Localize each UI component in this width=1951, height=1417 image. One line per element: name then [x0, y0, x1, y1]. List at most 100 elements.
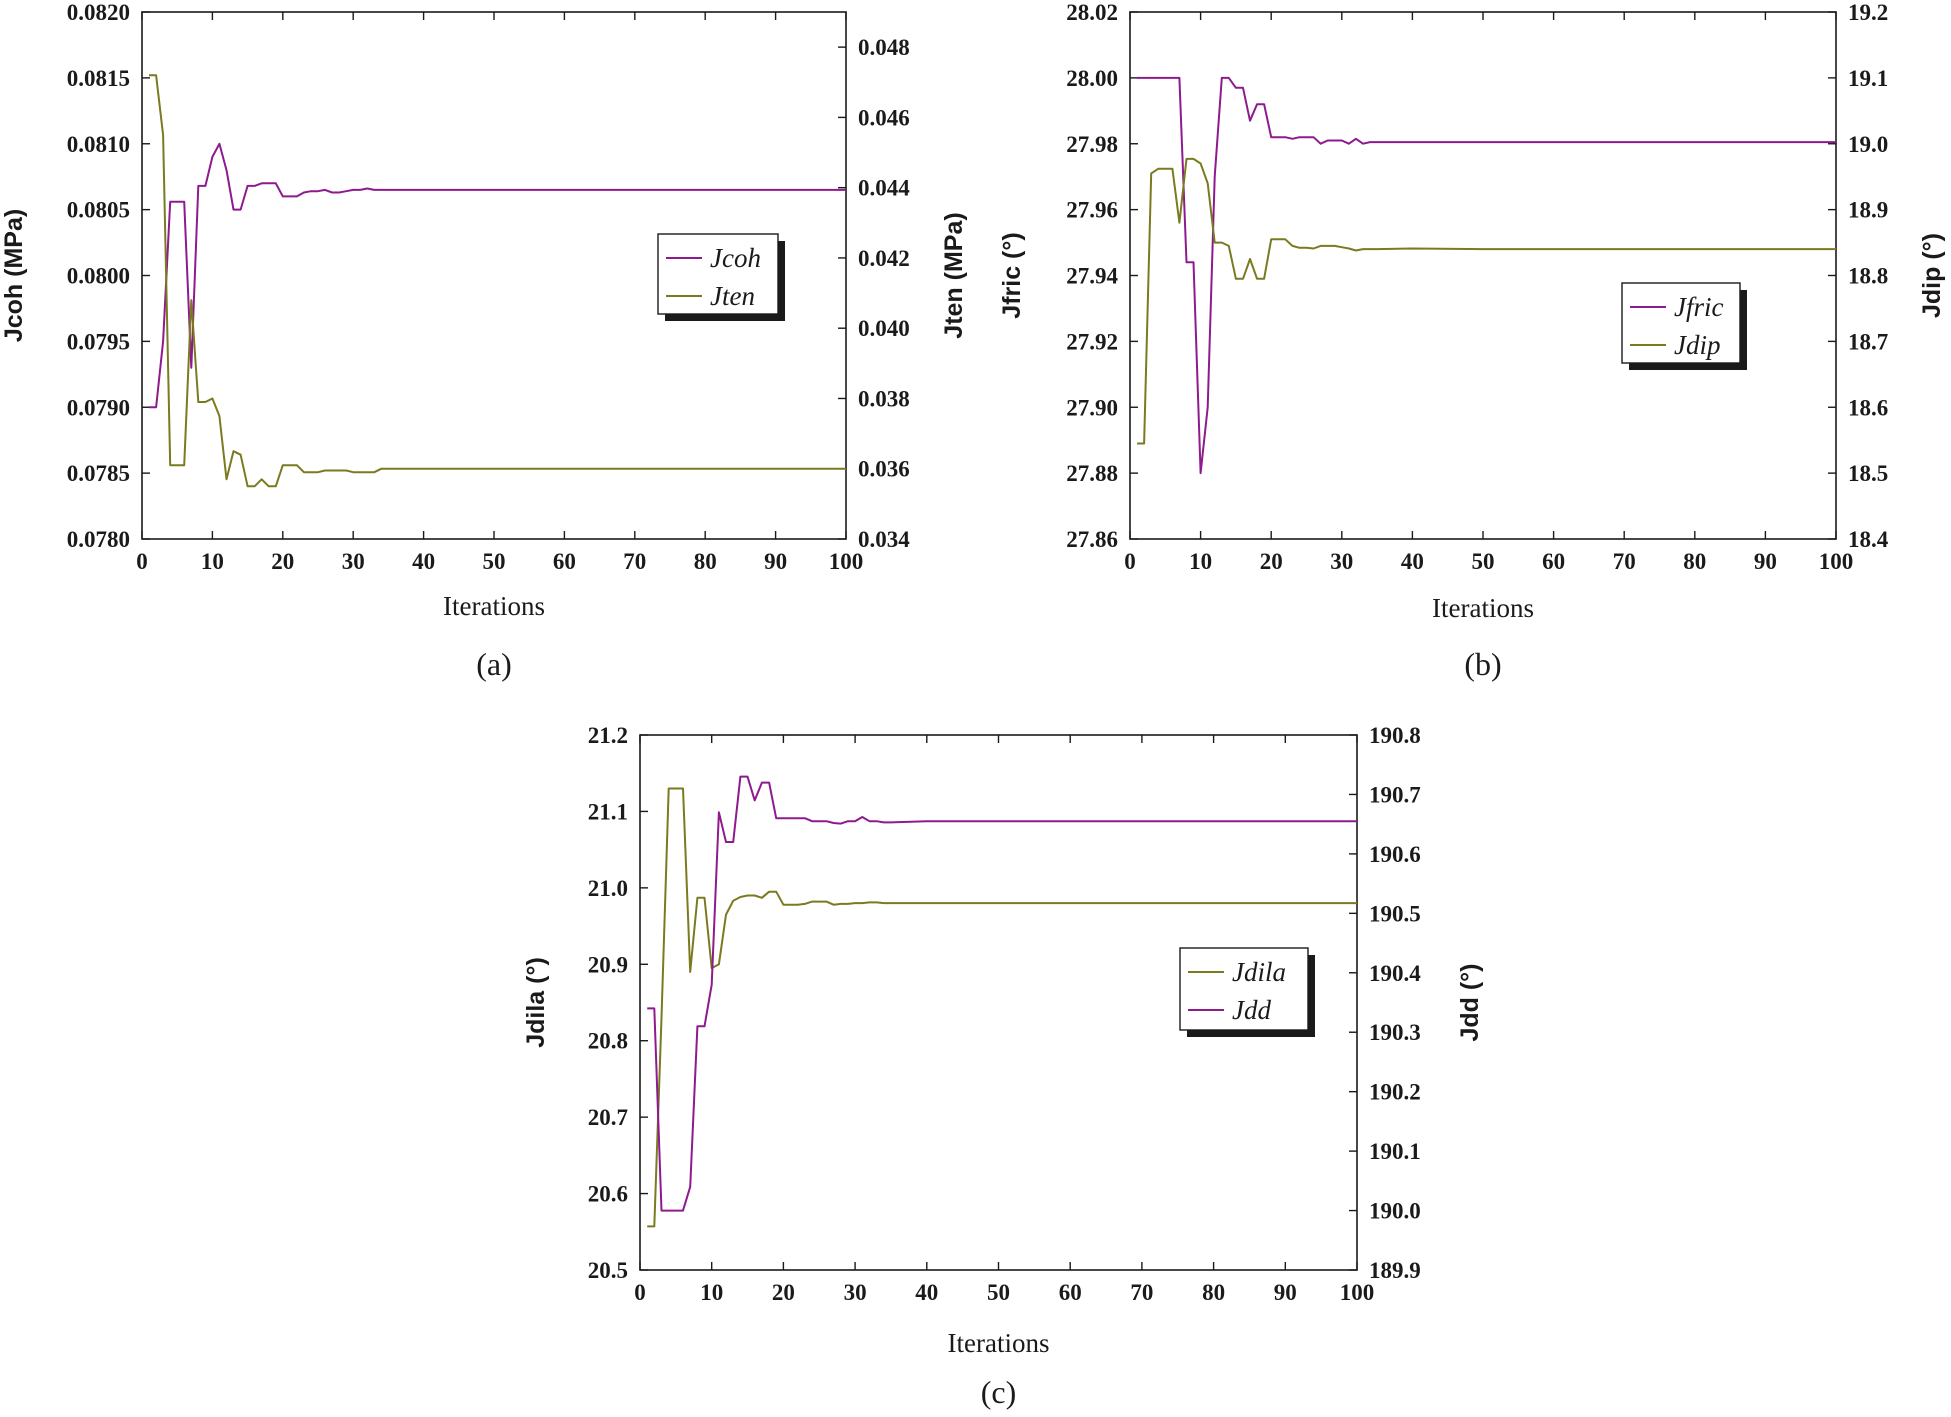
panel-label: (b): [1464, 646, 1501, 682]
y-right-tick-label: 18.9: [1848, 198, 1888, 223]
x-tick-label: 50: [987, 1280, 1010, 1305]
y-right-tick-label: 0.042: [858, 246, 910, 271]
legend-label-jdip: Jdip: [1674, 330, 1721, 360]
legend: Jfric Jdip: [1621, 282, 1747, 370]
y-right-axis-title: Jten (MPa): [940, 212, 968, 338]
y-left-axis-title: Jcoh (MPa): [0, 209, 28, 342]
x-tick-label: 90: [1274, 1280, 1297, 1305]
y-right-tick-label: 18.4: [1848, 527, 1889, 552]
x-tick-label: 50: [1472, 549, 1495, 574]
x-tick-label: 80: [694, 549, 717, 574]
x-tick-label: 60: [1059, 1280, 1082, 1305]
panel-label: (c): [981, 1374, 1017, 1410]
legend-label-jten: Jten: [710, 281, 755, 311]
x-tick-label: 20: [271, 549, 294, 574]
panel-label: (a): [476, 646, 512, 682]
legend: Jcoh Jten: [657, 233, 785, 321]
x-tick-label: 10: [700, 1280, 723, 1305]
x-tick-label: 20: [1260, 549, 1283, 574]
y-left-tick-label: 27.98: [1066, 132, 1118, 157]
x-tick-label: 60: [1542, 549, 1565, 574]
y-right-tick-label: 190.6: [1369, 842, 1421, 867]
y-right-tick-label: 190.4: [1369, 961, 1421, 986]
y-left-tick-label: 0.0820: [67, 0, 130, 25]
y-right-tick-label: 189.9: [1369, 1258, 1421, 1283]
series-line-jdip: [1137, 157, 1836, 445]
x-tick-label: 60: [553, 549, 576, 574]
x-tick-label: 80: [1683, 549, 1706, 574]
x-tick-label: 70: [623, 549, 646, 574]
y-right-tick-label: 0.048: [858, 35, 910, 60]
x-tick-label: 0: [634, 1280, 646, 1305]
y-left-tick-label: 0.0800: [67, 264, 130, 289]
y-left-tick-label: 0.0795: [67, 329, 130, 354]
y-left-tick-label: 27.92: [1066, 329, 1118, 354]
y-left-tick-label: 0.0805: [67, 198, 130, 223]
y-right-tick-label: 190.2: [1369, 1080, 1421, 1105]
x-tick-label: 30: [342, 549, 365, 574]
x-tick-label: 40: [915, 1280, 938, 1305]
y-right-tick-label: 19.2: [1848, 0, 1888, 25]
y-left-tick-label: 20.9: [588, 952, 628, 977]
legend-box: [657, 233, 779, 315]
y-left-tick-label: 20.6: [588, 1182, 628, 1207]
y-left-tick-label: 27.88: [1066, 461, 1118, 486]
legend-box: [1621, 282, 1741, 364]
y-right-tick-label: 18.8: [1848, 264, 1888, 289]
y-right-tick-label: 190.3: [1369, 1020, 1421, 1045]
legend-box: [1179, 947, 1309, 1031]
y-right-tick-label: 0.040: [858, 316, 910, 341]
x-axis-title: Iterations: [443, 591, 545, 621]
x-tick-label: 10: [1189, 549, 1212, 574]
x-tick-label: 50: [483, 549, 506, 574]
y-left-tick-label: 20.8: [588, 1029, 628, 1054]
y-right-tick-label: 19.1: [1848, 66, 1888, 91]
y-left-tick-label: 27.90: [1066, 395, 1118, 420]
y-right-tick-label: 18.7: [1848, 329, 1888, 354]
x-tick-label: 100: [829, 549, 864, 574]
y-left-tick-label: 0.0815: [67, 66, 130, 91]
x-tick-label: 30: [844, 1280, 867, 1305]
y-left-tick-label: 28.00: [1066, 66, 1118, 91]
x-axis-title: Iterations: [948, 1328, 1050, 1358]
y-right-tick-label: 190.0: [1369, 1199, 1421, 1224]
y-left-tick-label: 20.5: [588, 1258, 628, 1283]
y-left-tick-label: 27.96: [1066, 198, 1118, 223]
y-right-tick-label: 0.038: [858, 386, 910, 411]
y-left-tick-label: 0.0785: [67, 461, 130, 486]
x-tick-label: 10: [201, 549, 224, 574]
y-right-tick-label: 190.7: [1369, 782, 1421, 807]
y-right-axis-title: Jdd (°): [1456, 963, 1484, 1041]
legend-label-jdila: Jdila: [1232, 957, 1286, 987]
y-left-tick-label: 0.0790: [67, 395, 130, 420]
x-tick-label: 0: [136, 549, 148, 574]
x-tick-label: 40: [412, 549, 435, 574]
x-tick-label: 90: [1754, 549, 1777, 574]
y-left-tick-label: 0.0780: [67, 527, 130, 552]
y-right-axis-title: Jdip (°): [1918, 233, 1946, 318]
y-right-tick-label: 0.036: [858, 457, 910, 482]
y-right-tick-label: 18.6: [1848, 395, 1888, 420]
y-right-tick-label: 19.0: [1848, 132, 1888, 157]
y-right-tick-label: 190.1: [1369, 1139, 1421, 1164]
series-line-jten: [149, 74, 846, 488]
y-left-tick-label: 27.86: [1066, 527, 1118, 552]
y-left-tick-label: 28.02: [1066, 0, 1118, 25]
y-left-tick-label: 21.1: [588, 799, 628, 824]
series-line-jfric: [1137, 76, 1836, 475]
series-line-jdila: [647, 787, 1357, 1228]
legend: Jdila Jdd: [1179, 947, 1315, 1037]
x-tick-label: 20: [772, 1280, 795, 1305]
chart-panel-1: 0 10 20 30 40 50 60 70 80 90 100 27.86 27.88 27.90 27.…: [998, 0, 1946, 682]
series-line-jcoh: [149, 142, 846, 409]
y-left-tick-label: 20.7: [588, 1105, 628, 1130]
legend-label-jcoh: Jcoh: [710, 243, 761, 273]
x-axis-title: Iterations: [1432, 593, 1534, 623]
y-right-tick-label: 18.5: [1848, 461, 1888, 486]
x-tick-label: 80: [1202, 1280, 1225, 1305]
y-right-tick-label: 190.5: [1369, 901, 1421, 926]
y-right-tick-label: 0.034: [858, 527, 910, 552]
y-left-tick-label: 21.2: [588, 723, 628, 748]
legend-label-jdd: Jdd: [1232, 995, 1271, 1025]
